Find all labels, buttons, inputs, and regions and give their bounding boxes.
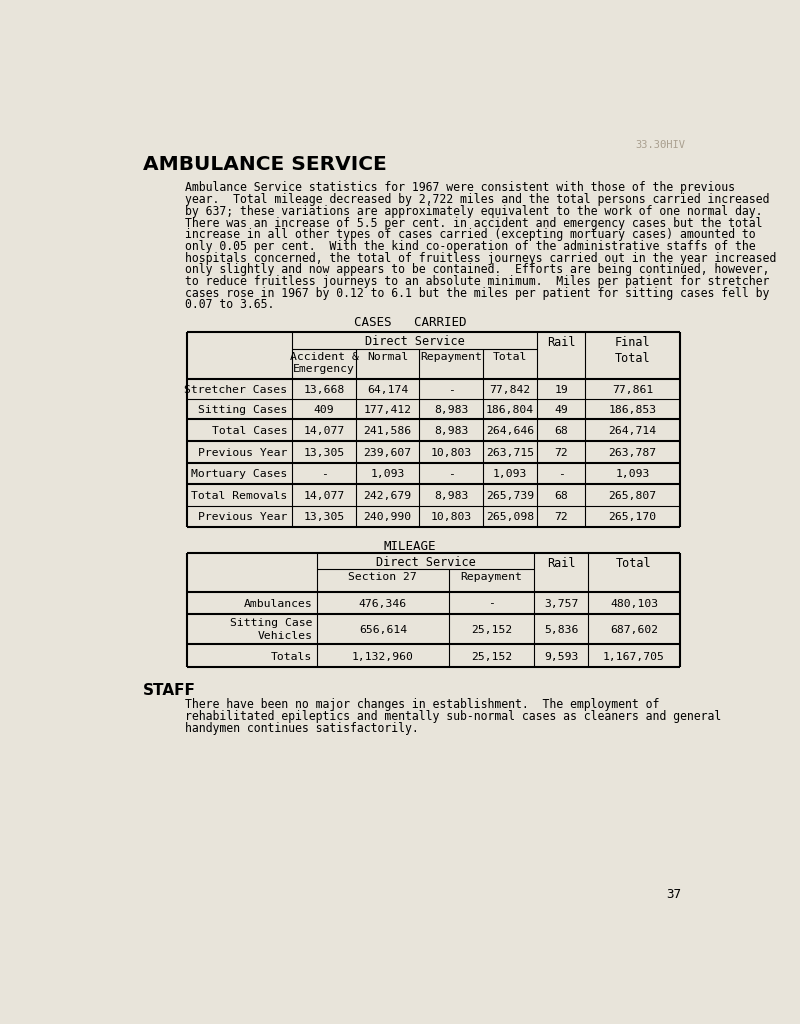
Text: 72: 72 bbox=[554, 447, 568, 458]
Text: -: - bbox=[448, 469, 454, 479]
Text: Direct Service: Direct Service bbox=[376, 556, 475, 568]
Text: Final
Total: Final Total bbox=[614, 336, 650, 366]
Text: 476,346: 476,346 bbox=[359, 598, 407, 608]
Text: 687,602: 687,602 bbox=[610, 625, 658, 635]
Text: 14,077: 14,077 bbox=[303, 426, 345, 436]
Text: 14,077: 14,077 bbox=[303, 490, 345, 501]
Text: 264,714: 264,714 bbox=[608, 426, 657, 436]
Text: 1,132,960: 1,132,960 bbox=[352, 651, 414, 662]
Text: 3,757: 3,757 bbox=[544, 598, 578, 608]
Text: Direct Service: Direct Service bbox=[365, 335, 465, 348]
Text: hospitals concerned, the total of fruitless journeys carried out in the year inc: hospitals concerned, the total of fruitl… bbox=[186, 252, 777, 264]
Text: AMBULANCE SERVICE: AMBULANCE SERVICE bbox=[142, 156, 386, 174]
Text: 264,646: 264,646 bbox=[486, 426, 534, 436]
Text: 240,990: 240,990 bbox=[363, 512, 411, 522]
Text: Total Cases: Total Cases bbox=[212, 426, 287, 436]
Text: 265,739: 265,739 bbox=[486, 490, 534, 501]
Text: 177,412: 177,412 bbox=[363, 406, 411, 416]
Text: 241,586: 241,586 bbox=[363, 426, 411, 436]
Text: Previous Year: Previous Year bbox=[198, 447, 287, 458]
Text: -: - bbox=[488, 598, 495, 608]
Text: 25,152: 25,152 bbox=[470, 651, 512, 662]
Text: Previous Year: Previous Year bbox=[198, 512, 287, 522]
Text: year.  Total mileage decreased by 2,722 miles and the total persons carried incr: year. Total mileage decreased by 2,722 m… bbox=[186, 194, 770, 206]
Text: Accident &
Emergency: Accident & Emergency bbox=[290, 351, 358, 374]
Text: -: - bbox=[321, 469, 327, 479]
Text: 480,103: 480,103 bbox=[610, 598, 658, 608]
Text: Rail: Rail bbox=[547, 557, 575, 570]
Text: rehabilitated epileptics and mentally sub-normal cases as cleaners and general: rehabilitated epileptics and mentally su… bbox=[186, 710, 722, 723]
Text: -: - bbox=[448, 385, 454, 395]
Text: 25,152: 25,152 bbox=[470, 625, 512, 635]
Text: 1,167,705: 1,167,705 bbox=[603, 651, 665, 662]
Text: 8,983: 8,983 bbox=[434, 426, 468, 436]
Text: Repayment: Repayment bbox=[461, 572, 522, 582]
Text: Total: Total bbox=[616, 557, 652, 570]
Text: increase in all other types of cases carried (excepting mortuary cases) amounted: increase in all other types of cases car… bbox=[186, 228, 756, 242]
Text: 409: 409 bbox=[314, 406, 334, 416]
Text: STAFF: STAFF bbox=[142, 683, 195, 697]
Text: 33.3ΘHIV: 33.3ΘHIV bbox=[635, 140, 685, 150]
Text: 1,093: 1,093 bbox=[615, 469, 650, 479]
Text: 8,983: 8,983 bbox=[434, 490, 468, 501]
Text: There have been no major changes in establishment.  The employment of: There have been no major changes in esta… bbox=[186, 698, 660, 712]
Text: Repayment: Repayment bbox=[420, 351, 482, 361]
Text: 263,787: 263,787 bbox=[608, 447, 657, 458]
Text: 656,614: 656,614 bbox=[359, 625, 407, 635]
Text: 186,804: 186,804 bbox=[486, 406, 534, 416]
Text: only 0.05 per cent.  With the kind co-operation of the administrative staffs of : only 0.05 per cent. With the kind co-ope… bbox=[186, 240, 756, 253]
Text: 10,803: 10,803 bbox=[430, 512, 472, 522]
Text: 186,853: 186,853 bbox=[608, 406, 657, 416]
Text: 5,836: 5,836 bbox=[544, 625, 578, 635]
Text: Total: Total bbox=[493, 351, 527, 361]
Text: Ambulance Service statistics for 1967 were consistent with those of the previous: Ambulance Service statistics for 1967 we… bbox=[186, 181, 735, 195]
Text: 64,174: 64,174 bbox=[367, 385, 408, 395]
Text: 0.07 to 3.65.: 0.07 to 3.65. bbox=[186, 298, 274, 311]
Text: 68: 68 bbox=[554, 426, 568, 436]
Text: 1,093: 1,093 bbox=[370, 469, 405, 479]
Text: 13,305: 13,305 bbox=[303, 512, 345, 522]
Text: 77,861: 77,861 bbox=[612, 385, 653, 395]
Text: 242,679: 242,679 bbox=[363, 490, 411, 501]
Text: Ambulances: Ambulances bbox=[244, 598, 312, 608]
Text: 263,715: 263,715 bbox=[486, 447, 534, 458]
Text: Normal: Normal bbox=[367, 351, 408, 361]
Text: 265,170: 265,170 bbox=[608, 512, 657, 522]
Text: CASES   CARRIED: CASES CARRIED bbox=[354, 316, 466, 330]
Text: cases rose in 1967 by 0.12 to 6.1 but the miles per patient for sitting cases fe: cases rose in 1967 by 0.12 to 6.1 but th… bbox=[186, 287, 770, 300]
Text: handymen continues satisfactorily.: handymen continues satisfactorily. bbox=[186, 722, 419, 734]
Text: 9,593: 9,593 bbox=[544, 651, 578, 662]
Text: Total Removals: Total Removals bbox=[191, 490, 287, 501]
Text: 265,098: 265,098 bbox=[486, 512, 534, 522]
Text: MILEAGE: MILEAGE bbox=[384, 540, 436, 553]
Text: There was an increase of 5.5 per cent. in accident and emergency cases but the t: There was an increase of 5.5 per cent. i… bbox=[186, 216, 762, 229]
Text: 49: 49 bbox=[554, 406, 568, 416]
Text: 19: 19 bbox=[554, 385, 568, 395]
Text: 8,983: 8,983 bbox=[434, 406, 468, 416]
Text: 10,803: 10,803 bbox=[430, 447, 472, 458]
Text: by 637; these variations are approximately equivalent to the work of one normal : by 637; these variations are approximate… bbox=[186, 205, 762, 218]
Text: Rail: Rail bbox=[547, 336, 575, 349]
Text: 68: 68 bbox=[554, 490, 568, 501]
Text: Totals: Totals bbox=[271, 651, 312, 662]
Text: Mortuary Cases: Mortuary Cases bbox=[191, 469, 287, 479]
Text: only slightly and now appears to be contained.  Efforts are being continued, how: only slightly and now appears to be cont… bbox=[186, 263, 770, 276]
Text: 13,305: 13,305 bbox=[303, 447, 345, 458]
Text: Stretcher Cases: Stretcher Cases bbox=[185, 385, 287, 395]
Text: -: - bbox=[558, 469, 565, 479]
Text: Section 27: Section 27 bbox=[349, 572, 418, 582]
Text: to reduce fruitless journeys to an absolute minimum.  Miles per patient for stre: to reduce fruitless journeys to an absol… bbox=[186, 275, 770, 288]
Text: 72: 72 bbox=[554, 512, 568, 522]
Text: Sitting Case
Vehicles: Sitting Case Vehicles bbox=[230, 618, 312, 641]
Text: 77,842: 77,842 bbox=[490, 385, 530, 395]
Text: 239,607: 239,607 bbox=[363, 447, 411, 458]
Text: 13,668: 13,668 bbox=[303, 385, 345, 395]
Text: Sitting Cases: Sitting Cases bbox=[198, 406, 287, 416]
Text: 265,807: 265,807 bbox=[608, 490, 657, 501]
Text: 1,093: 1,093 bbox=[493, 469, 527, 479]
Text: 37: 37 bbox=[666, 888, 682, 900]
